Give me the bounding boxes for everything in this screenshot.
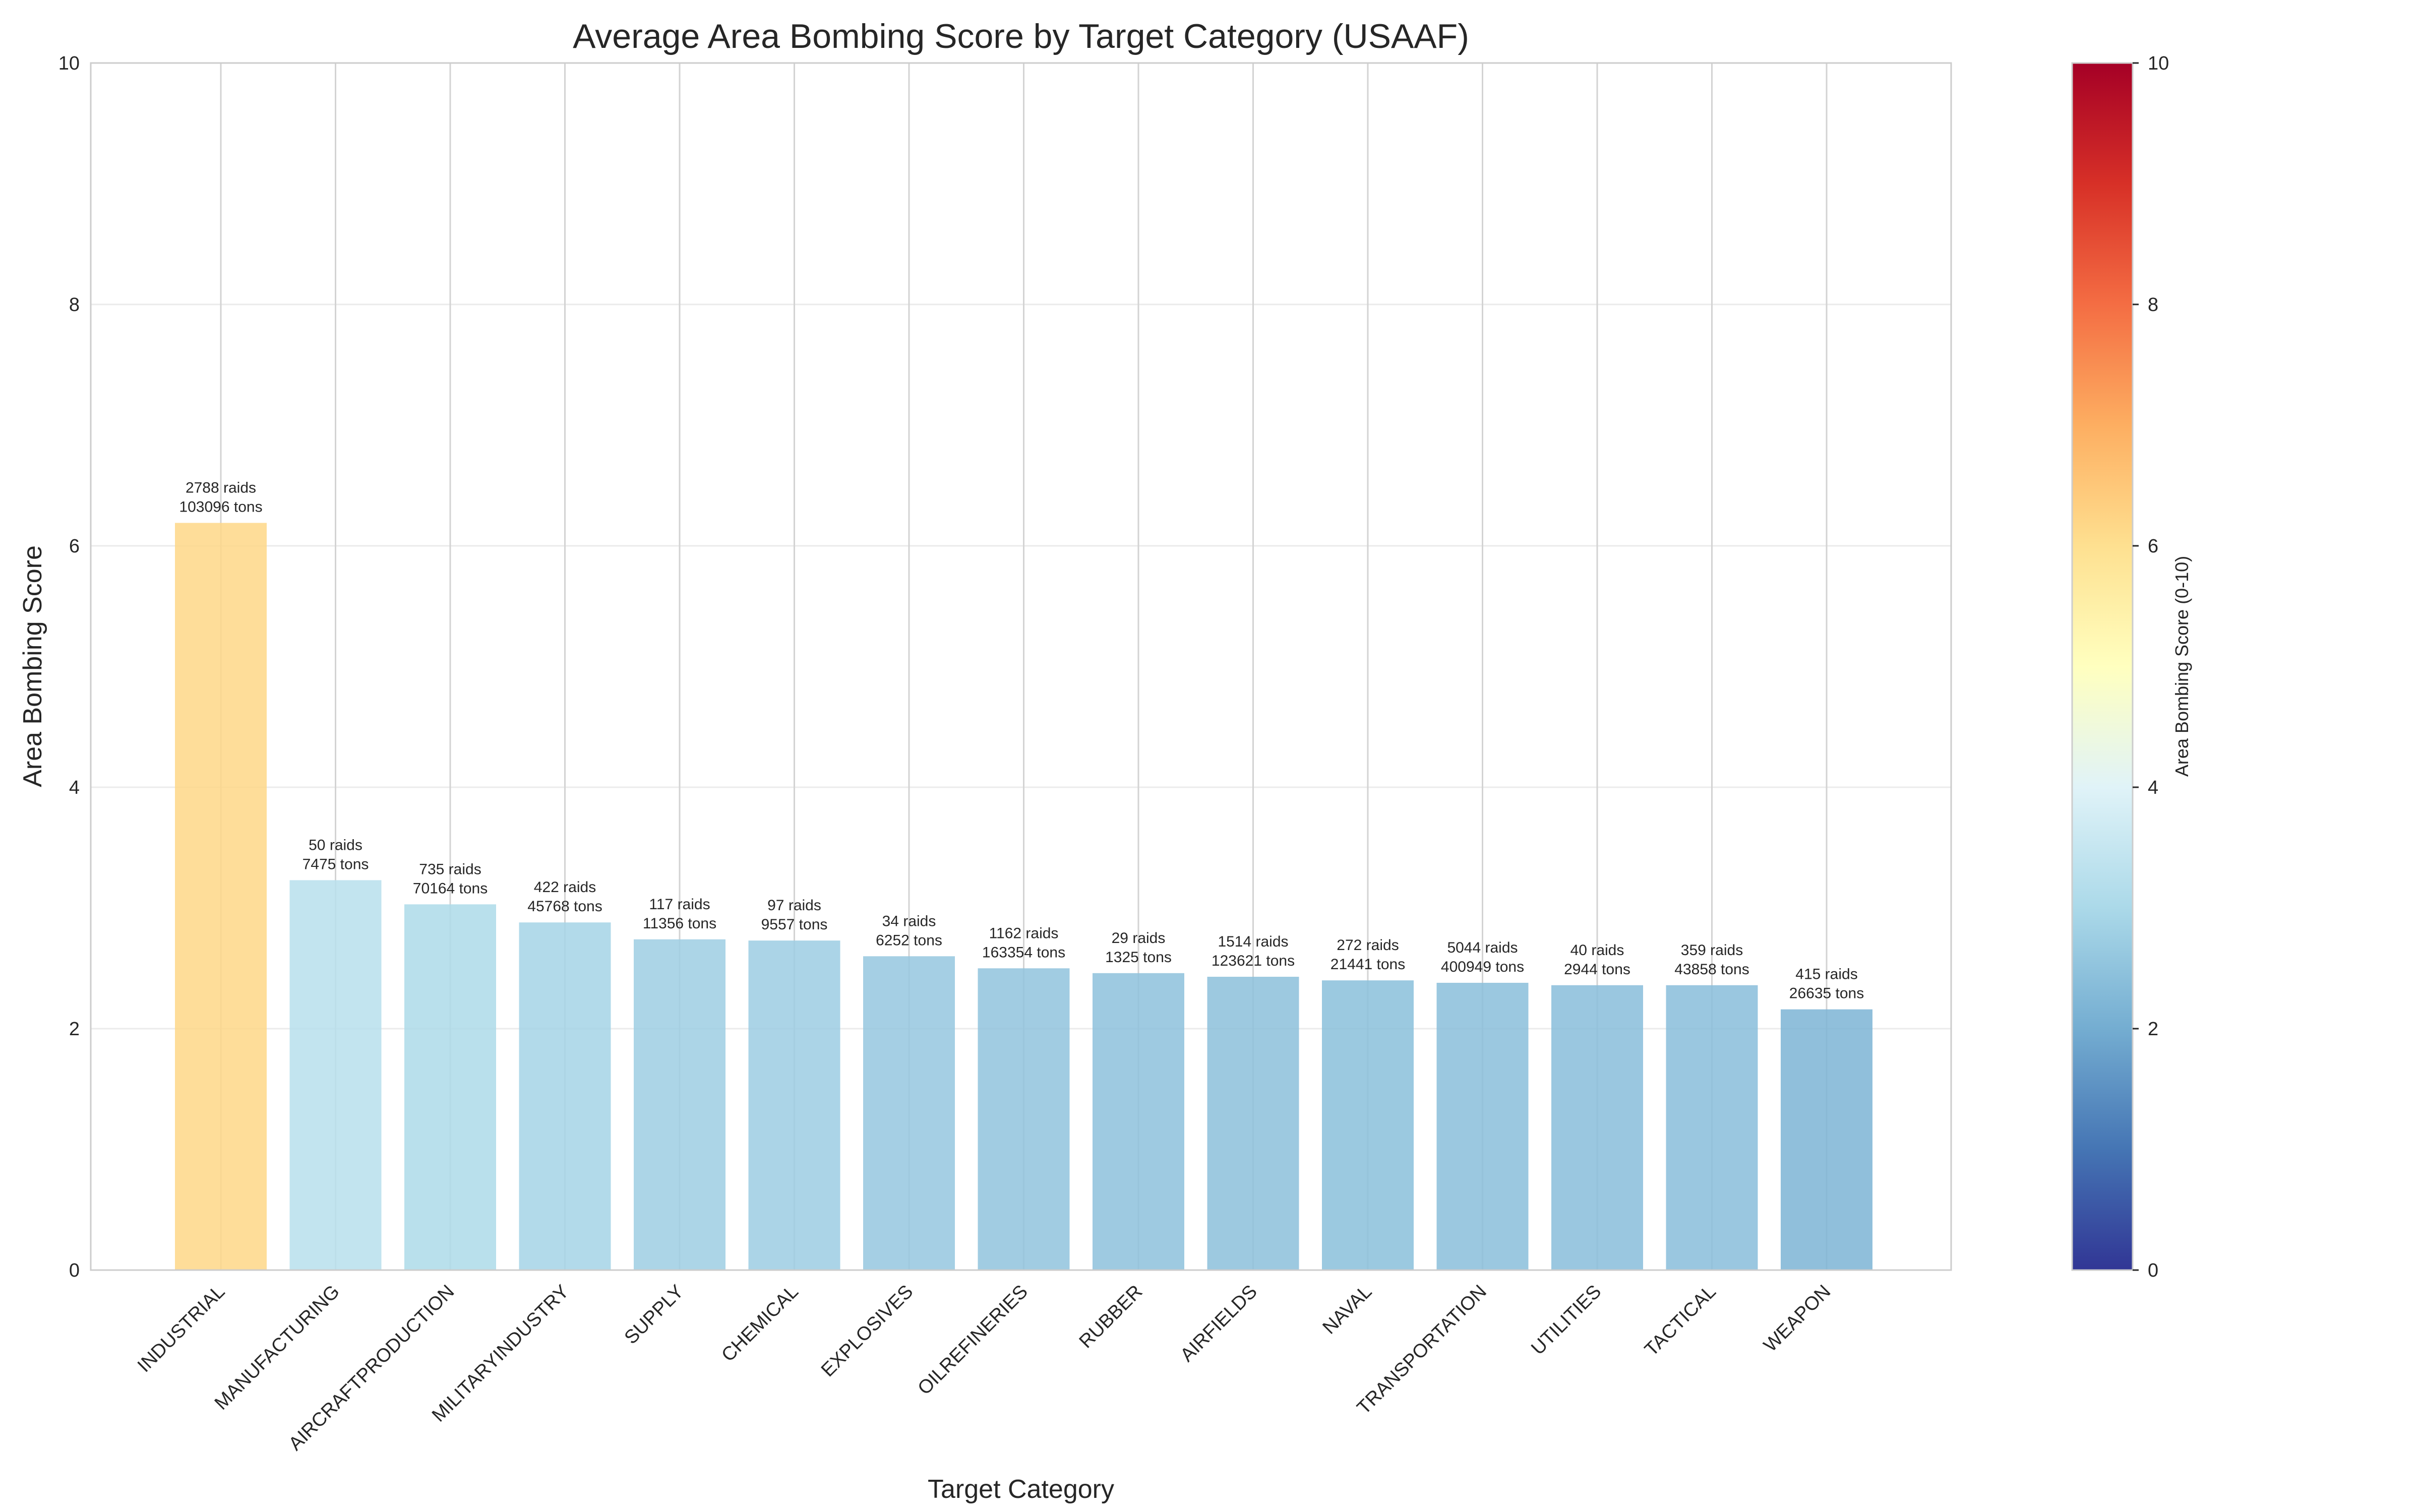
x-tick-label: NAVAL: [1319, 1281, 1376, 1339]
y-tick-label: 10: [58, 53, 80, 74]
colorbar: 0 2 4 6 8 10 Area Bombing Score (0-10): [2071, 53, 2192, 1281]
bar: [863, 956, 955, 1270]
x-tick-label: CHEMICAL: [717, 1281, 803, 1366]
bar: [519, 922, 611, 1270]
y-tick-label: 0: [69, 1260, 80, 1281]
bar: [1436, 982, 1529, 1270]
colorbar-tick-label: 2: [2148, 1019, 2158, 1040]
plot-frame: [90, 62, 1952, 1271]
bar: [1093, 973, 1184, 1270]
bar-annotation: 2788 raids 103096 tons: [179, 479, 262, 515]
x-tick-label: SUPPLY: [621, 1281, 688, 1349]
colorbar-label: Area Bombing Score (0-10): [2171, 556, 2192, 777]
bar-annotation: 5044 raids 400949 tons: [1441, 939, 1524, 975]
bars: [175, 523, 1872, 1270]
bar: [404, 904, 496, 1270]
x-tick-label: AIRFIELDS: [1176, 1281, 1261, 1366]
bar-annotation: 735 raids 70164 tons: [413, 861, 488, 897]
bar-annotation: 1162 raids 163354 tons: [982, 925, 1065, 961]
bar-annotation: 97 raids 9557 tons: [761, 897, 828, 933]
x-axis-ticks: INDUSTRIALMANUFACTURINGAIRCRAFTPRODUCTIO…: [134, 1281, 1835, 1455]
bar-annotation: 272 raids 21441 tons: [1330, 937, 1405, 973]
bar: [1322, 980, 1414, 1270]
x-tick-label: EXPLOSIVES: [817, 1281, 917, 1381]
bar: [1781, 1009, 1872, 1270]
bar-annotation: 359 raids 43858 tons: [1674, 942, 1749, 978]
chart-title: Average Area Bombing Score by Target Cat…: [573, 17, 1469, 55]
bar-annotation: 117 raids 11356 tons: [643, 896, 716, 932]
colorbar-tick-label: 4: [2148, 777, 2158, 798]
bar-annotation: 40 raids 2944 tons: [1564, 942, 1630, 978]
bar: [978, 968, 1070, 1270]
bar-annotation: 50 raids 7475 tons: [302, 837, 369, 872]
bar: [289, 880, 382, 1270]
colorbar-tick-label: 8: [2148, 294, 2158, 316]
colorbar-tick-label: 10: [2148, 53, 2169, 74]
x-tick-label: MANUFACTURING: [211, 1281, 344, 1414]
bar: [1666, 985, 1758, 1270]
y-tick-label: 6: [69, 536, 80, 557]
y-axis-ticks: 0 2 4 6 8 10: [58, 53, 80, 1281]
bar: [1207, 977, 1299, 1270]
x-tick-label: TRANSPORTATION: [1353, 1281, 1491, 1419]
bar-annotation: 29 raids 1325 tons: [1105, 930, 1172, 966]
bar-annotation: 422 raids 45768 tons: [527, 879, 602, 915]
bar: [1551, 985, 1643, 1270]
bar: [634, 939, 725, 1270]
y-tick-label: 8: [69, 294, 80, 316]
bar: [748, 940, 840, 1270]
colorbar-tick-label: 6: [2148, 536, 2158, 557]
y-axis-label: Area Bombing Score: [18, 545, 47, 787]
bar-annotation: 1514 raids 123621 tons: [1212, 933, 1295, 969]
bar-annotation: 34 raids 6252 tons: [876, 913, 942, 949]
x-tick-label: UTILITIES: [1527, 1281, 1605, 1359]
x-tick-label: OILREFINERIES: [914, 1281, 1032, 1399]
y-tick-label: 4: [69, 777, 80, 798]
y-tick-label: 2: [69, 1019, 80, 1040]
bar-annotations: 2788 raids 103096 tons 50 raids 7475 tons 73…: [179, 479, 1864, 1001]
x-axis-label: Target Category: [928, 1475, 1114, 1504]
x-tick-label: WEAPON: [1760, 1281, 1835, 1356]
colorbar-ticks: 0 2 4 6 8 10: [2133, 53, 2169, 1281]
x-tick-label: TACTICAL: [1641, 1281, 1720, 1361]
colorbar-gradient: [2071, 62, 2134, 1271]
x-tick-label: RUBBER: [1075, 1281, 1147, 1353]
bar: [175, 523, 267, 1270]
colorbar-tick-label: 0: [2148, 1260, 2158, 1281]
x-tick-label: INDUSTRIAL: [134, 1281, 229, 1376]
bar-annotation: 415 raids 26635 tons: [1789, 966, 1864, 1002]
